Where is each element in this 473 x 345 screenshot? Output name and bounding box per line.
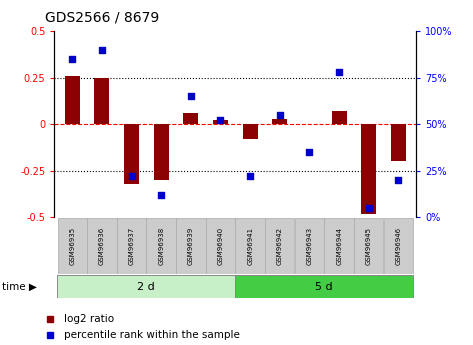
Point [187, 93, 194, 99]
Bar [236, 218, 265, 274]
Point [246, 174, 254, 179]
Text: GSM96943: GSM96943 [307, 227, 313, 265]
Text: log2 ratio: log2 ratio [64, 314, 114, 324]
Bar [236, 275, 413, 298]
Point [306, 149, 313, 155]
Text: GSM96935: GSM96935 [69, 227, 75, 265]
Text: GSM96938: GSM96938 [158, 227, 164, 265]
Point [158, 192, 165, 198]
Bar [57, 275, 236, 298]
Bar [324, 218, 354, 274]
Text: GSM96940: GSM96940 [218, 227, 223, 265]
Point [394, 177, 402, 183]
Bar [213, 120, 228, 124]
Bar [117, 218, 146, 274]
Bar [154, 124, 168, 180]
Point [335, 69, 343, 75]
Bar [184, 113, 198, 124]
Bar [176, 218, 205, 274]
Bar [124, 124, 139, 184]
Point [128, 174, 135, 179]
Bar [354, 218, 384, 274]
Point [365, 205, 373, 211]
Bar [361, 124, 376, 214]
Bar [265, 218, 295, 274]
Bar [391, 124, 406, 161]
Point [217, 118, 224, 123]
Bar [272, 119, 287, 124]
Bar [206, 218, 235, 274]
Bar [332, 111, 347, 124]
Bar [295, 218, 324, 274]
Text: 2 d: 2 d [138, 282, 155, 292]
Point [276, 112, 284, 118]
Text: GSM96937: GSM96937 [129, 227, 134, 265]
Bar [243, 124, 258, 139]
Text: time ▶: time ▶ [2, 282, 37, 292]
Text: percentile rank within the sample: percentile rank within the sample [64, 330, 240, 339]
Text: GSM96939: GSM96939 [188, 227, 194, 265]
Text: GDS2566 / 8679: GDS2566 / 8679 [45, 10, 159, 24]
Bar [65, 76, 79, 124]
Text: GSM96942: GSM96942 [277, 227, 283, 265]
Bar [87, 218, 116, 274]
Text: GSM96936: GSM96936 [99, 227, 105, 265]
Bar [95, 78, 109, 124]
Point [98, 47, 105, 52]
Text: GSM96941: GSM96941 [247, 227, 253, 265]
Text: GSM96945: GSM96945 [366, 227, 372, 265]
Text: GSM96946: GSM96946 [395, 227, 402, 265]
Bar [58, 218, 87, 274]
Bar [384, 218, 413, 274]
Text: 5 d: 5 d [315, 282, 333, 292]
Bar [147, 218, 176, 274]
Point [69, 56, 76, 62]
Text: GSM96944: GSM96944 [336, 227, 342, 265]
